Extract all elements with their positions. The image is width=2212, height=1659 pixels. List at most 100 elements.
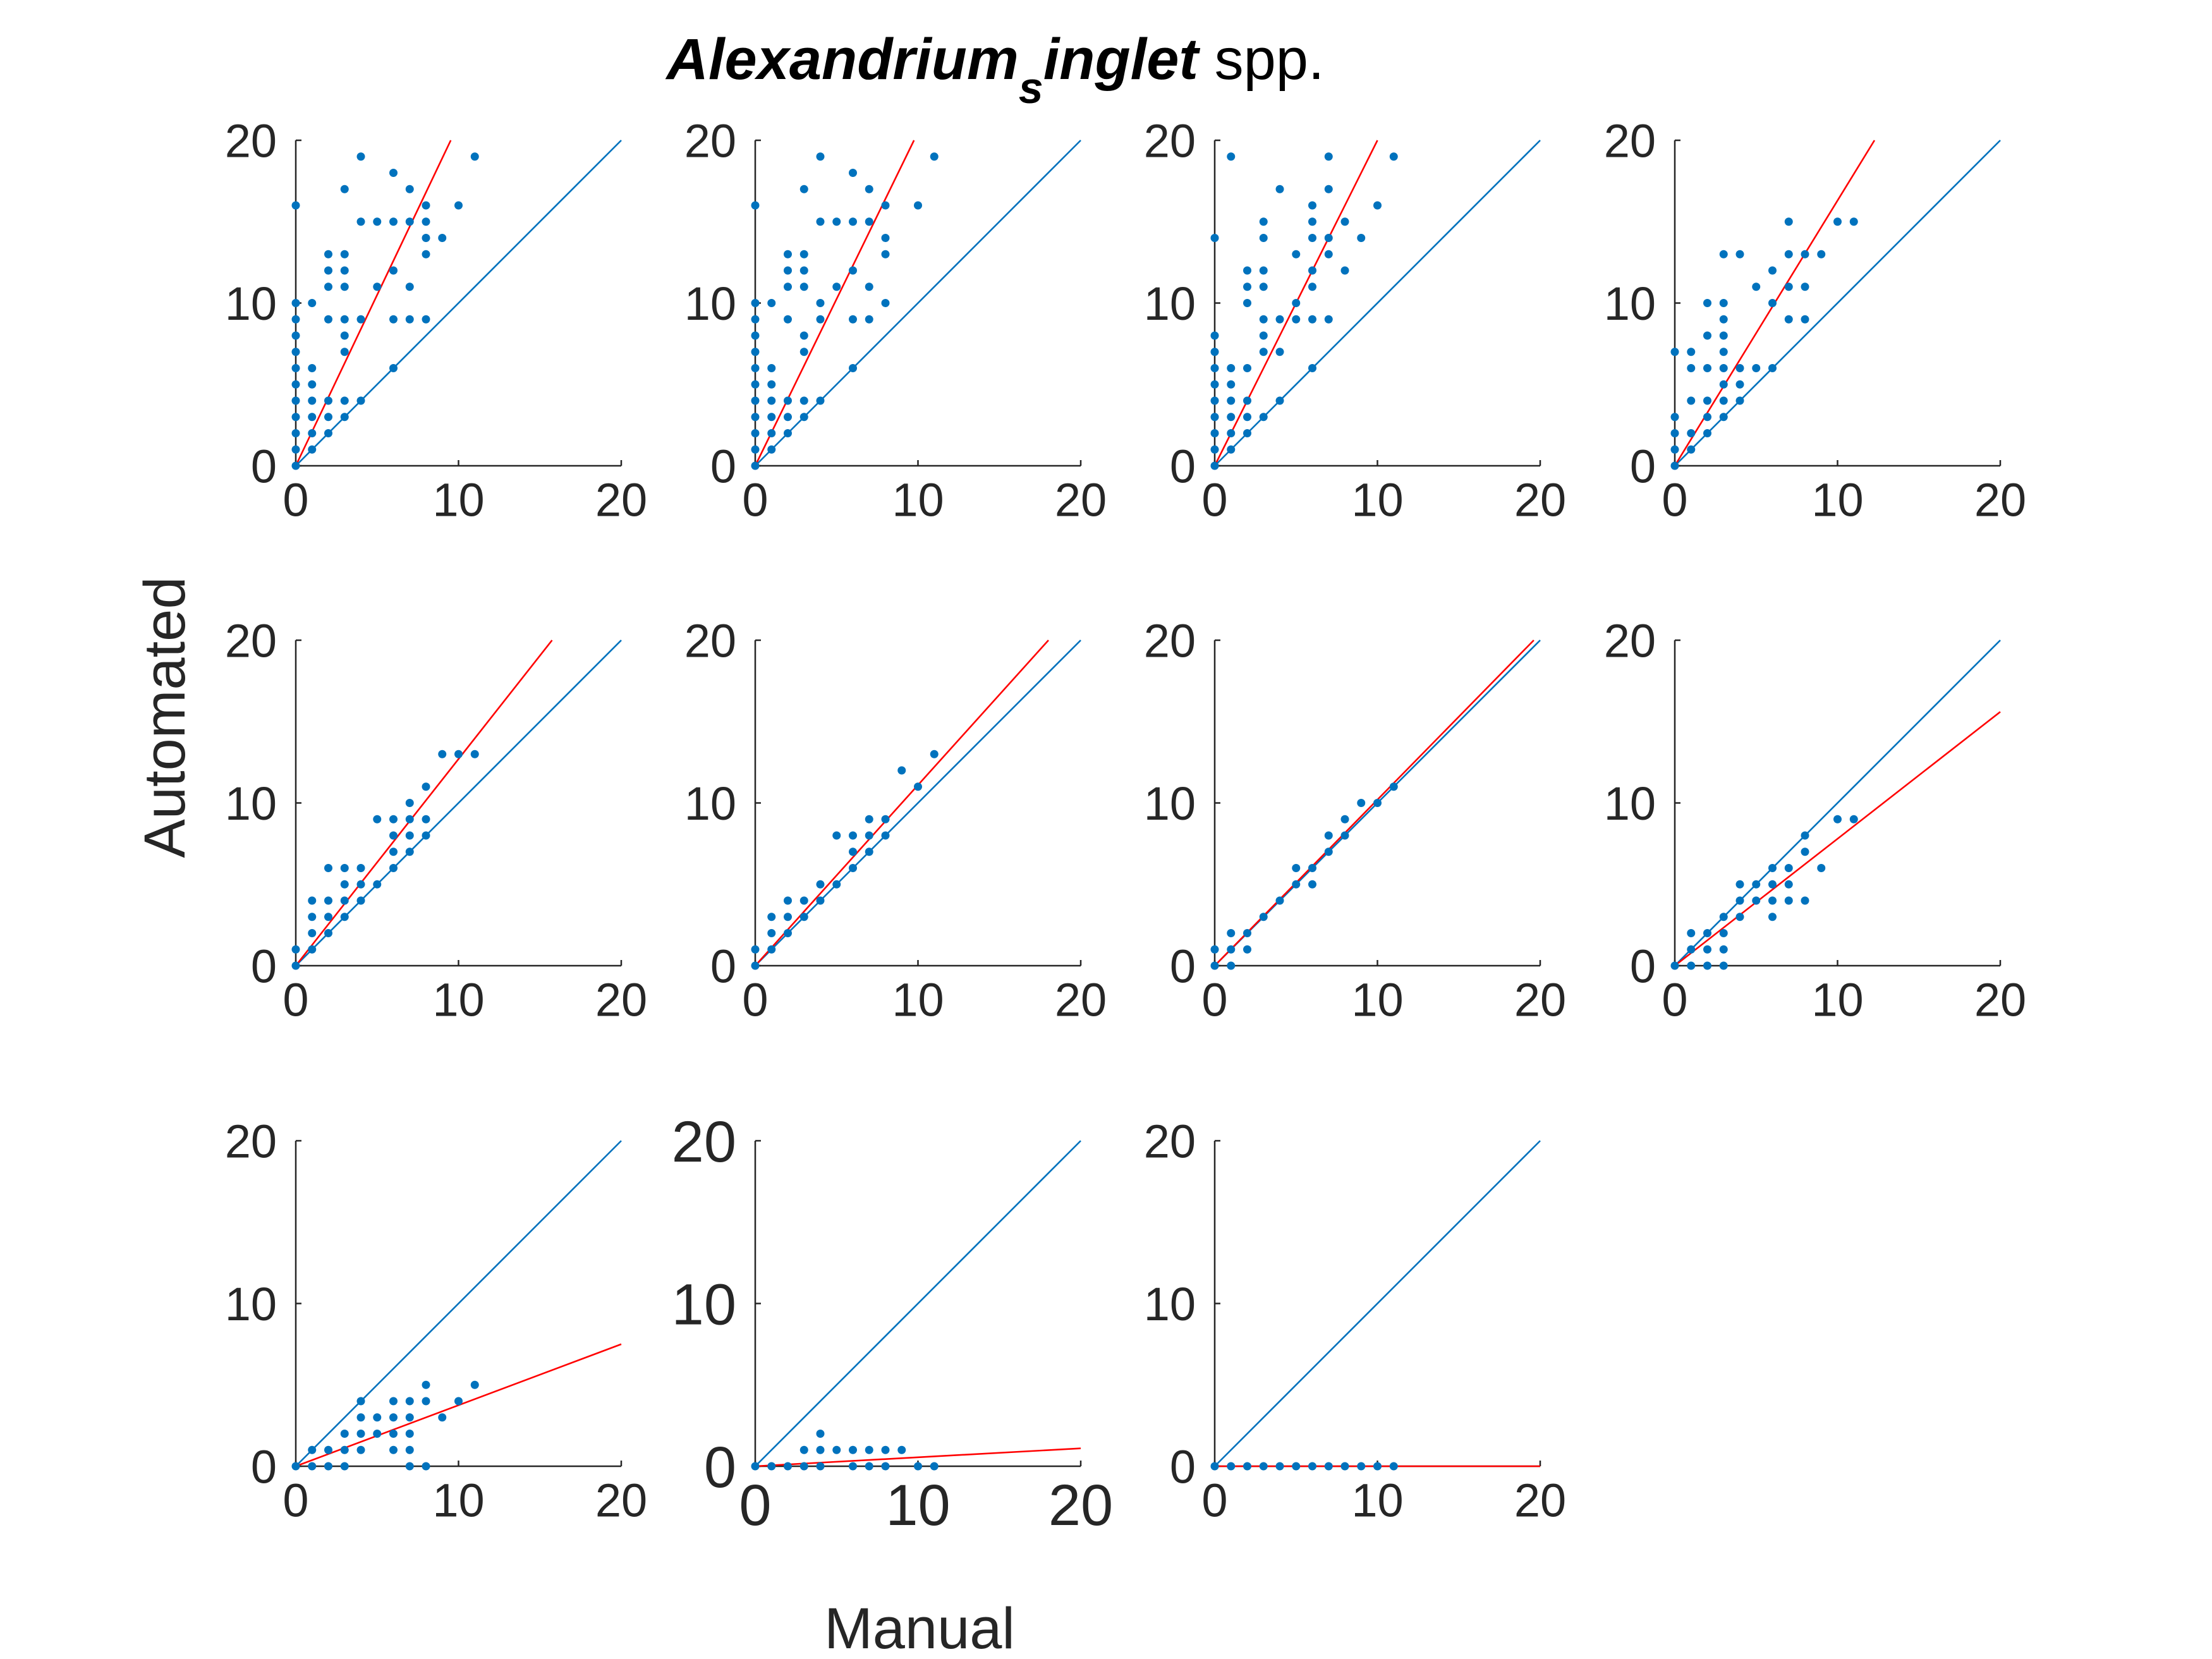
data-point <box>865 848 873 856</box>
x-tick-label: 10 <box>885 1473 950 1538</box>
data-point <box>324 283 332 291</box>
identity-line <box>755 1140 1081 1467</box>
data-point <box>1784 283 1793 291</box>
title-subscript: s <box>1019 63 1043 112</box>
data-point <box>340 413 349 422</box>
data-point <box>389 831 398 840</box>
data-point <box>1259 913 1268 921</box>
data-point <box>291 413 300 422</box>
data-point <box>816 1462 825 1471</box>
data-point <box>291 331 300 340</box>
data-point <box>1687 396 1696 405</box>
data-point <box>1340 815 1349 823</box>
identity-line <box>295 140 622 466</box>
data-point <box>389 815 398 823</box>
subplot-6: 0 10 20 0 10 20 <box>684 615 1107 1026</box>
data-point <box>405 1397 414 1406</box>
data-point <box>816 299 825 307</box>
data-point <box>356 896 365 905</box>
data-point <box>767 364 776 372</box>
data-point <box>389 864 398 872</box>
data-point <box>340 283 349 291</box>
data-point <box>1735 250 1744 258</box>
data-point <box>1243 945 1251 954</box>
data-point <box>1210 348 1219 356</box>
data-point <box>291 299 300 307</box>
data-point <box>832 1445 841 1454</box>
subplot-grid: 0 10 20 0 10 20 0 10 20 0 10 20 0 10 20 0 10 20 0 10 20 0 10 20… <box>225 115 2026 1538</box>
data-point <box>422 815 430 823</box>
data-point <box>1719 413 1728 422</box>
data-point <box>1752 896 1761 905</box>
data-point <box>324 250 332 258</box>
fit-line <box>295 140 452 466</box>
data-point <box>389 1413 398 1422</box>
data-point <box>1719 315 1728 324</box>
subplot-4: 0 10 20 0 10 20 <box>1604 115 2026 526</box>
data-point <box>1373 1462 1382 1471</box>
data-point <box>340 331 349 340</box>
data-point <box>1801 831 1809 840</box>
data-point <box>1210 461 1219 470</box>
data-point <box>324 315 332 324</box>
data-point <box>816 880 825 889</box>
x-tick-label: 0 <box>1662 974 1687 1026</box>
data-point <box>832 831 841 840</box>
data-point <box>767 413 776 422</box>
data-point <box>308 1462 317 1471</box>
data-point <box>389 1445 398 1454</box>
data-point <box>1259 1462 1268 1471</box>
data-point <box>1227 1462 1236 1471</box>
data-point <box>1373 799 1382 807</box>
data-point <box>865 1462 873 1471</box>
title-italic-part: Alexandrium <box>665 27 1019 92</box>
data-point <box>1735 380 1744 389</box>
data-point <box>1670 413 1679 422</box>
data-point <box>1389 152 1398 161</box>
data-point <box>865 315 873 324</box>
data-point <box>767 396 776 405</box>
data-point <box>291 348 300 356</box>
data-point <box>1243 429 1251 437</box>
data-point <box>767 913 776 921</box>
x-tick-label: 10 <box>1351 1474 1403 1527</box>
data-point <box>1817 250 1826 258</box>
data-point <box>356 1445 365 1454</box>
data-point <box>881 201 890 210</box>
data-point <box>1833 815 1842 823</box>
identity-line <box>1214 1140 1541 1467</box>
title-plain-part: spp. <box>1198 27 1324 92</box>
data-point <box>1243 1462 1251 1471</box>
data-point <box>454 201 463 210</box>
data-point <box>422 315 430 324</box>
data-point <box>1227 945 1236 954</box>
y-tick-label: 20 <box>1144 1115 1196 1168</box>
x-tick-label: 0 <box>742 974 768 1026</box>
y-tick-label: 10 <box>684 277 736 330</box>
y-tick-label: 20 <box>225 615 277 667</box>
data-point <box>373 283 382 291</box>
data-point <box>914 782 922 791</box>
subplot-8: 0 10 20 0 10 20 <box>1604 615 2026 1026</box>
data-point <box>1308 217 1316 226</box>
data-point <box>324 413 332 422</box>
data-point <box>405 831 414 840</box>
data-point <box>1801 896 1809 905</box>
data-point <box>799 413 808 422</box>
data-point <box>1340 217 1349 226</box>
x-tick-label: 0 <box>739 1473 771 1538</box>
identity-line <box>1214 140 1541 466</box>
data-point <box>373 217 382 226</box>
data-point <box>881 234 890 242</box>
x-tick-label: 10 <box>892 974 944 1026</box>
data-point <box>308 945 317 954</box>
subplot-1: 0 10 20 0 10 20 <box>225 115 647 526</box>
data-point <box>1703 364 1711 372</box>
data-point <box>1687 429 1696 437</box>
data-point <box>438 1413 447 1422</box>
data-point <box>1703 413 1711 422</box>
y-tick-label: 10 <box>1144 1278 1196 1330</box>
y-tick-label: 0 <box>1170 1441 1196 1493</box>
data-point <box>340 1430 349 1438</box>
data-point <box>1768 266 1777 275</box>
